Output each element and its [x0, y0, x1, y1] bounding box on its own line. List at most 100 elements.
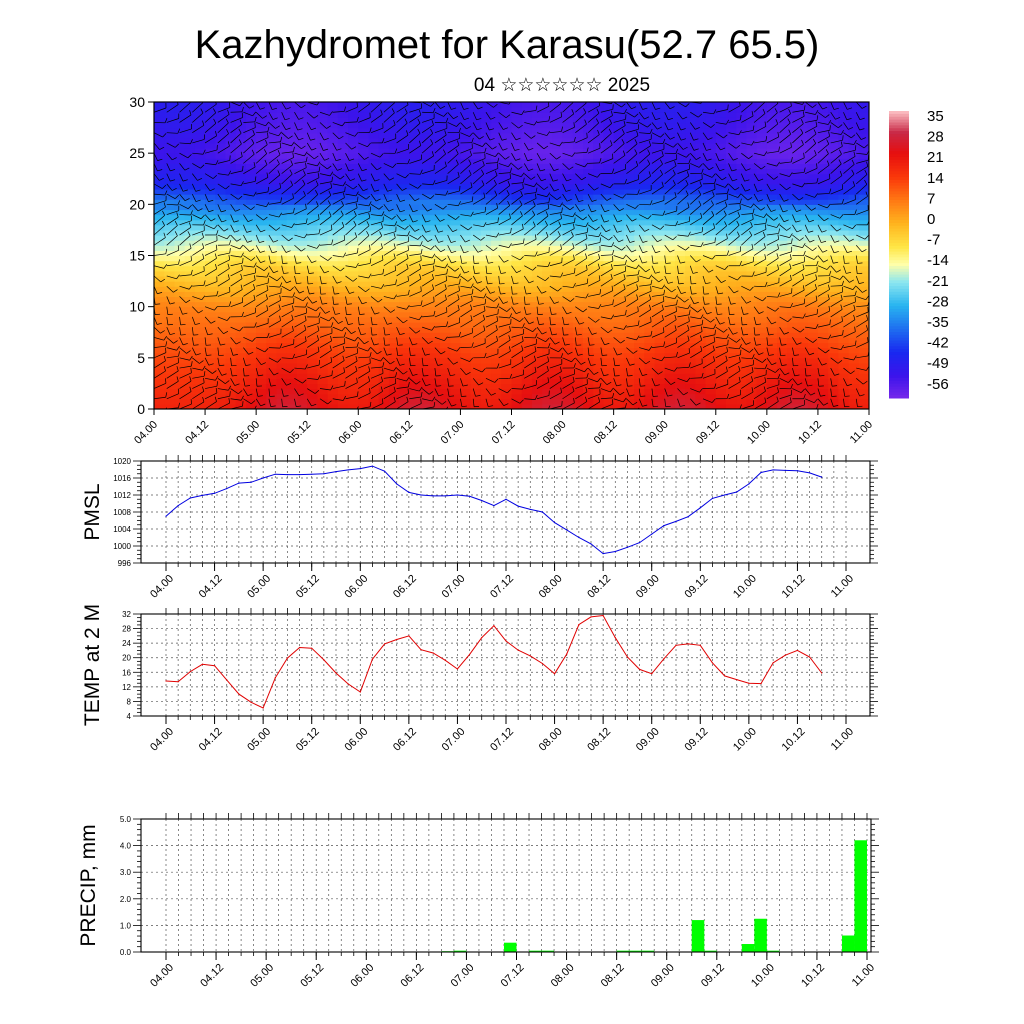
precip-side-ticks [133, 813, 879, 956]
precip-bar [691, 920, 705, 952]
temp-data-point [808, 656, 811, 658]
pmsl-data-point [687, 516, 689, 518]
pmsl-data-point [808, 472, 811, 474]
precip-y-tick-label: 5.0 [120, 815, 132, 824]
temp-x-tick-label: 08.00 [537, 726, 565, 754]
pmsl-y-tick-label: 1008 [113, 508, 131, 517]
pmsl-data-point [614, 550, 616, 553]
pmsl-data-point [711, 497, 714, 499]
pmsl-data-point [481, 499, 483, 502]
temp-x-tick-label: 10.00 [731, 726, 759, 754]
temp-x-tick-label: 04.12 [197, 726, 225, 754]
pmsl-data-point [493, 505, 495, 507]
pmsl-grid [141, 460, 870, 564]
temp-data-point [736, 678, 738, 681]
pmsl-series-line [165, 465, 822, 555]
precip-bar [741, 944, 755, 952]
heatmap-y-tick-label: 0 [137, 401, 145, 417]
precip-bar [754, 918, 767, 952]
temp-data-point [177, 681, 179, 683]
temp-data-point [335, 672, 337, 674]
pmsl-y-tick-label: 1012 [113, 491, 131, 500]
pmsl-data-point [821, 476, 823, 478]
temp-data-point [687, 643, 689, 645]
pmsl-y-tick-label: 1004 [113, 525, 131, 534]
temp-x-tick-label: 05.12 [294, 726, 322, 754]
pmsl-x-tick-label: 07.12 [488, 573, 516, 601]
heatmap-x-tick-label: 11.00 [848, 419, 875, 446]
temp-data-point [675, 644, 677, 646]
pmsl-data-point [201, 494, 204, 497]
temp-data-point [651, 673, 653, 675]
heatmap-x-tick-label: 06.12 [388, 419, 416, 447]
colorbar-label: -56 [927, 376, 949, 393]
temp-data-point [760, 682, 762, 685]
precip-y-tick-label: 4.0 [120, 842, 132, 851]
pmsl-data-point [347, 469, 349, 471]
temp-data-point [165, 680, 167, 682]
heatmap-y-tick-label: 5 [137, 350, 145, 366]
temp-data-point [626, 656, 629, 658]
pmsl-data-point [784, 469, 786, 471]
temp-grid [141, 613, 870, 717]
precip-x-tick-label: 06.12 [399, 962, 427, 990]
pmsl-data-point [444, 495, 446, 497]
heatmap-x-tick-label: 04.00 [132, 419, 160, 447]
pmsl-x-tick-label: 09.12 [682, 573, 710, 601]
pmsl-x-tick-label: 10.00 [731, 573, 759, 601]
temp-data-point [748, 682, 750, 684]
pmsl-data-point [359, 468, 361, 470]
precip-y-tick-label: 1.0 [120, 921, 132, 930]
temp-data-point [359, 691, 361, 693]
precip-bar [453, 950, 467, 952]
pmsl-data-point [408, 491, 410, 494]
temp-y-tick-label: 8 [127, 697, 132, 706]
temp-x-tick-label: 04.00 [148, 726, 176, 754]
colorbar-label: -28 [927, 293, 949, 310]
pmsl-data-point [383, 470, 386, 472]
precip-bar [529, 950, 542, 952]
pmsl-data-point [311, 473, 313, 475]
heatmap-x-tick-label: 10.00 [745, 419, 773, 447]
precip-x-tick-label: 08.00 [549, 962, 577, 990]
precip-bar [541, 950, 555, 952]
precip-bar [629, 950, 642, 952]
temp-chart: 4 8 12 16 20 24 28 32 TEMP at 2 M 04.00 04.12 05.00… [81, 604, 878, 754]
pmsl-chart: 996 1000 1004 1008 1012 1016 1020 PMSL 04.00 04.1… [81, 455, 878, 601]
temp-data-point [821, 672, 823, 674]
precip-x-tick-label: 10.12 [799, 962, 827, 990]
precip-x-tick-label: 04.00 [148, 962, 176, 990]
colorbar-label: -49 [927, 355, 949, 372]
pmsl-y-tick-label: 996 [118, 559, 132, 568]
precip-x-tick-label: 05.00 [248, 962, 276, 990]
pmsl-data-point [663, 525, 665, 527]
pmsl-data-point [638, 542, 641, 544]
precip-y-tick-label: 2.0 [120, 895, 132, 904]
heatmap-x-tick-label: 06.00 [336, 419, 364, 447]
temp-data-point [383, 643, 386, 645]
precip-bar [841, 935, 855, 952]
temp-data-point [444, 659, 446, 661]
precip-x-tick-label: 05.12 [298, 962, 326, 990]
temp-data-point [189, 670, 191, 673]
pmsl-data-point [505, 498, 507, 500]
temp-data-point [493, 625, 495, 627]
pmsl-data-point [796, 470, 799, 472]
temp-y-tick-label: 16 [122, 668, 131, 677]
page-subtitle: 04 ☆☆☆☆☆☆ 2025 [474, 75, 650, 96]
temp-data-point [566, 653, 568, 655]
pmsl-data-point [675, 520, 677, 522]
temp-data-point [711, 662, 714, 664]
pmsl-data-point [189, 497, 191, 499]
pmsl-x-tick-label: 08.00 [537, 573, 565, 601]
pmsl-data-point [699, 507, 701, 509]
temp-x-tick-label: 07.12 [488, 726, 516, 754]
precip-bar [641, 950, 655, 952]
colorbar: 35 28 21 14 7 0 -7 -14 -21 -28 -35 -42 -49 -56 [889, 108, 949, 399]
colorbar-label: -42 [927, 335, 949, 352]
pmsl-x-tick-label: 05.00 [245, 573, 273, 601]
temp-x-tick-label: 07.00 [440, 726, 468, 754]
pmsl-y-tick-label: 1020 [113, 457, 131, 466]
pmsl-data-point [541, 511, 544, 513]
pmsl-data-point [468, 495, 471, 497]
